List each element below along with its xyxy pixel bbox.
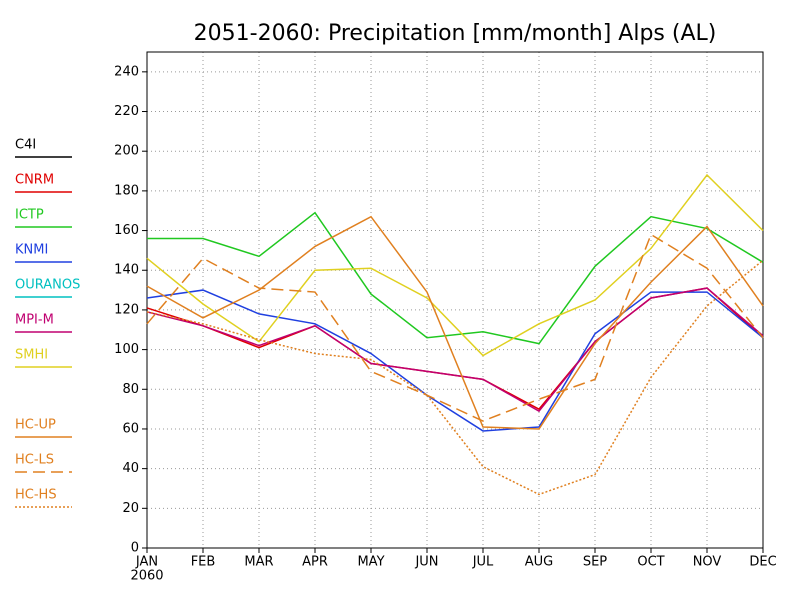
y-tick-label: 120 (114, 302, 139, 317)
legend-label: C4I (15, 138, 36, 153)
y-tick-label: 80 (122, 382, 139, 397)
plot-frame (146, 51, 764, 549)
chart-title: 2051-2060: Precipitation [mm/month] Alps… (194, 21, 717, 46)
x-sublabel: 2060 (130, 569, 163, 584)
y-tick-label: 60 (122, 421, 139, 436)
y-tick-label: 140 (114, 263, 139, 278)
y-tick-label: 0 (131, 541, 139, 556)
y-tick-label: 20 (122, 501, 139, 516)
series-line (146, 173, 764, 357)
series-line (147, 211, 764, 345)
legend-label: HC-LS (15, 453, 54, 468)
x-tick-label: JUL (472, 555, 494, 570)
x-tick-label: AUG (525, 555, 553, 570)
y-tick-label: 180 (114, 183, 139, 198)
x-tick-label: FEB (191, 555, 216, 570)
legend-label: HC-HS (15, 488, 57, 503)
y-tick-label: 100 (114, 342, 139, 357)
legend-label: MPI-M (15, 313, 54, 328)
y-tick-label: 160 (114, 223, 139, 238)
x-tick-label: JUN (414, 555, 438, 570)
legend-label: HC-UP (15, 418, 56, 433)
series-line (146, 233, 764, 422)
y-tick-label: 200 (114, 144, 139, 159)
x-tick-label: DEC (749, 555, 776, 570)
series-line (146, 215, 764, 430)
y-tick-label: 40 (122, 461, 139, 476)
series-line (146, 287, 764, 413)
series-line (146, 259, 764, 496)
legend-label: OURANOS (15, 278, 80, 293)
legend-label: ICTP (15, 208, 44, 223)
legend-label: KNMI (15, 243, 48, 258)
x-tick-label: SEP (583, 555, 607, 570)
legend-label: SMHI (15, 348, 48, 363)
x-tick-label: MAY (357, 555, 384, 570)
x-tick-label: MAR (244, 555, 273, 570)
x-tick-label: NOV (693, 555, 722, 570)
x-tick-label: OCT (637, 555, 664, 570)
series-line (146, 289, 764, 432)
y-tick-label: 220 (114, 104, 139, 119)
y-tick-label: 240 (114, 64, 139, 79)
x-tick-label: JAN (135, 555, 158, 570)
x-tick-label: APR (302, 555, 328, 570)
legend-label: CNRM (15, 173, 54, 188)
